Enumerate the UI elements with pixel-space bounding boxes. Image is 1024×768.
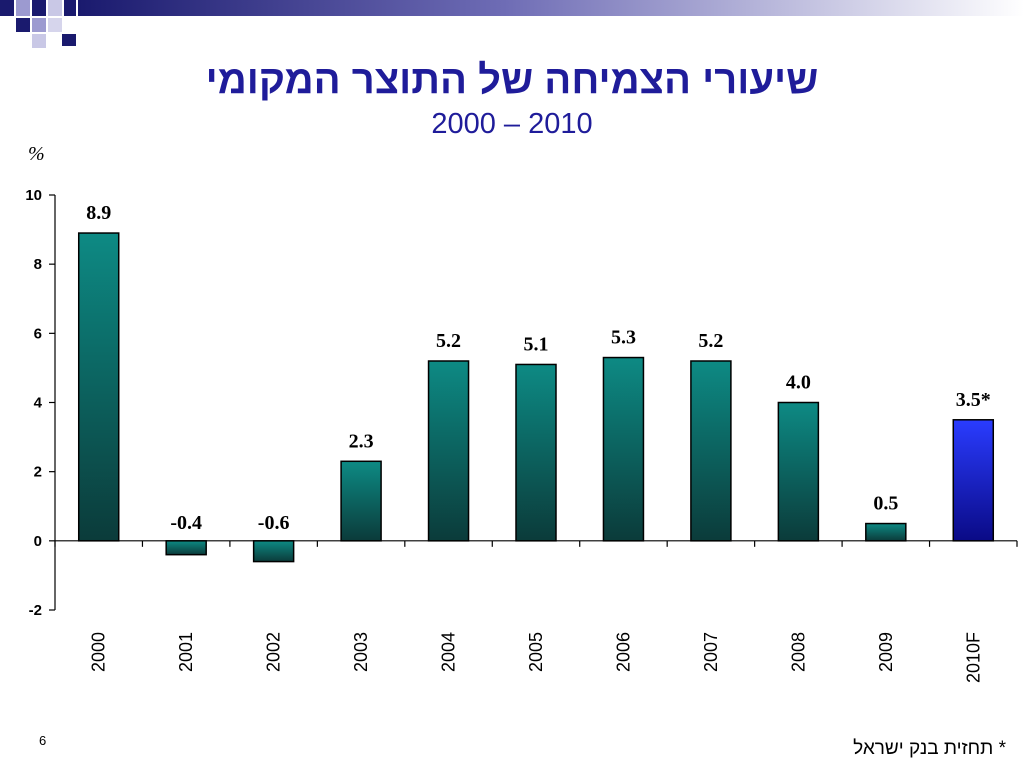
y-tick-label: 0: [34, 533, 42, 550]
bar-2007: [690, 360, 732, 542]
bar-2005: [515, 363, 557, 542]
chart-bars: [77, 232, 995, 563]
y-tick-label: 2: [34, 464, 42, 481]
bar-2003: [340, 460, 382, 542]
data-label-2002: -0.6: [258, 512, 290, 534]
data-label-2006: 5.3: [611, 327, 636, 349]
data-label-2004: 5.2: [436, 330, 461, 352]
bar-2010F: [952, 419, 995, 542]
data-label-2009: 0.5: [873, 493, 898, 515]
x-tick-label-2005: 2005: [526, 632, 546, 672]
x-tick-label-2010F: 2010F: [963, 632, 983, 683]
page-number: 6: [39, 733, 47, 748]
bar-2008: [777, 401, 820, 542]
x-tick-label-2000: 2000: [89, 632, 109, 672]
bar-2004: [427, 360, 470, 542]
bar-2000: [77, 232, 120, 542]
y-tick-label: -2: [29, 602, 42, 619]
bar-2006: [602, 356, 645, 542]
x-tick-label-2009: 2009: [876, 632, 896, 672]
corner-decoration: [0, 0, 1024, 48]
bar-2009: [865, 522, 907, 542]
y-tick-label: 10: [25, 187, 42, 204]
data-label-2000: 8.9: [86, 202, 111, 224]
x-tick-label-2002: 2002: [264, 632, 284, 672]
y-tick-label: 6: [34, 325, 42, 342]
x-tick-label-2008: 2008: [788, 632, 808, 672]
x-tick-label-2004: 2004: [439, 632, 459, 672]
data-label-2010F: 3.5*: [956, 389, 991, 411]
data-label-2008: 4.0: [786, 372, 811, 394]
bar-2002: [252, 540, 295, 563]
data-label-2005: 5.1: [524, 333, 549, 355]
y-tick-label: 8: [34, 256, 42, 273]
data-label-2003: 2.3: [349, 430, 374, 452]
x-tick-label-2001: 2001: [176, 632, 196, 672]
slide-title: שיעורי הצמיחה של התוצר המקומי: [205, 58, 819, 102]
y-unit-label: %: [28, 143, 45, 165]
x-tick-label-2006: 2006: [613, 632, 633, 672]
forecast-footnote: * תחזית בנק ישראל: [853, 738, 1006, 759]
data-label-2001: -0.4: [170, 512, 202, 534]
slide-subtitle: 2000 – 2010: [431, 108, 593, 140]
x-tick-label-2003: 2003: [351, 632, 371, 672]
chart-x-tick-labels: 2000 2001 2002 2003 2004 2005 2006 2007 2008 2009…: [89, 632, 984, 683]
x-tick-label-2007: 2007: [701, 632, 721, 672]
chart-y-tick-labels: 10 8 6 4 2 0 -2: [25, 187, 55, 619]
data-label-2007: 5.2: [698, 330, 723, 352]
chart-data-labels: 8.9 -0.4 -0.6 2.3 5.2 5.1 5.3 5.2 4.0 0.5 3.5*: [86, 202, 991, 534]
y-tick-label: 4: [34, 395, 43, 412]
bar-2001: [165, 540, 207, 556]
